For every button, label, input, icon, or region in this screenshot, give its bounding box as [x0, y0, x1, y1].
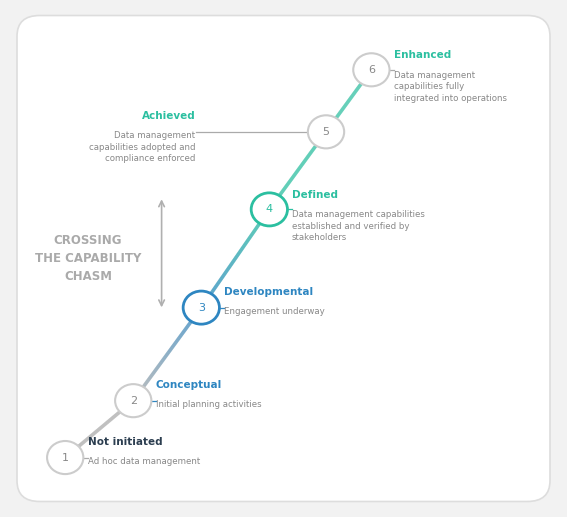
- Circle shape: [47, 441, 83, 474]
- Text: 6: 6: [368, 65, 375, 75]
- Text: Defined: Defined: [292, 190, 338, 200]
- Text: Enhanced: Enhanced: [394, 51, 451, 60]
- Text: Achieved: Achieved: [142, 111, 196, 121]
- Text: Conceptual: Conceptual: [156, 380, 222, 390]
- Text: Data management capabilities
established and verified by
stakeholders: Data management capabilities established…: [292, 210, 425, 242]
- Text: Not initiated: Not initiated: [88, 437, 163, 447]
- Text: CROSSING
THE CAPABILITY
CHASM: CROSSING THE CAPABILITY CHASM: [35, 234, 141, 283]
- Text: 3: 3: [198, 302, 205, 313]
- Text: Ad hoc data management: Ad hoc data management: [88, 457, 200, 466]
- Circle shape: [353, 53, 390, 86]
- Text: Data management
capabilities fully
integrated into operations: Data management capabilities fully integ…: [394, 71, 507, 103]
- Text: Engagement underway: Engagement underway: [224, 307, 325, 316]
- Circle shape: [251, 193, 287, 226]
- Text: 2: 2: [130, 396, 137, 406]
- FancyBboxPatch shape: [17, 16, 550, 501]
- Text: Data management
capabilities adopted and
compliance enforced: Data management capabilities adopted and…: [89, 131, 196, 163]
- Circle shape: [115, 384, 151, 417]
- Text: Developmental: Developmental: [224, 287, 313, 297]
- Text: 4: 4: [266, 204, 273, 215]
- Circle shape: [308, 115, 344, 148]
- Circle shape: [183, 291, 219, 324]
- Text: 1: 1: [62, 452, 69, 463]
- Text: Initial planning activities: Initial planning activities: [156, 400, 261, 409]
- Text: 5: 5: [323, 127, 329, 137]
